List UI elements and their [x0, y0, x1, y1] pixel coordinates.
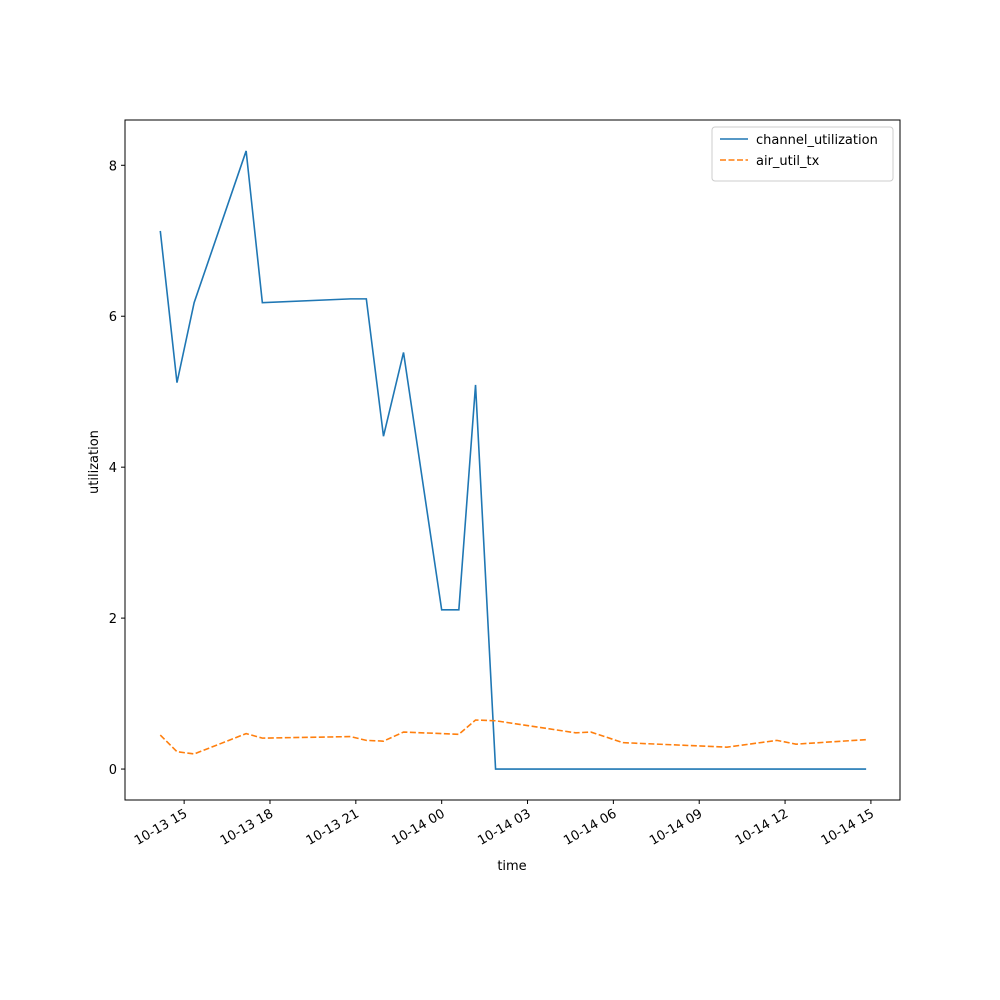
- series-line: [159, 719, 867, 755]
- y-tick-label: 8: [109, 159, 117, 174]
- x-tick-label: 10-13 18: [218, 806, 276, 848]
- legend-label: air_util_tx: [756, 154, 820, 169]
- series-line: [159, 150, 867, 770]
- x-tick-label: 10-14 15: [819, 806, 877, 848]
- x-tick-label: 10-13 21: [304, 806, 362, 848]
- x-axis-label: time: [497, 859, 526, 874]
- y-tick-label: 2: [109, 612, 117, 627]
- legend-box: [711, 126, 894, 182]
- x-tick-label: 10-14 00: [390, 806, 448, 848]
- x-tick-label: 10-14 12: [733, 806, 791, 848]
- legend-label: channel_utilization: [756, 133, 878, 148]
- x-tick-label: 10-13 15: [132, 806, 190, 848]
- x-tick-label: 10-14 06: [561, 806, 619, 848]
- legend: channel_utilization air_util_tx: [711, 126, 894, 182]
- y-tick-label: 4: [109, 461, 117, 476]
- y-tick-label: 0: [109, 763, 117, 778]
- y-axis-label: utilization: [87, 430, 102, 494]
- y-tick-label: 6: [109, 310, 117, 325]
- x-tick-label: 10-14 03: [475, 806, 533, 848]
- axes-frame: [124, 119, 901, 801]
- x-tick-label: 10-14 09: [647, 806, 705, 848]
